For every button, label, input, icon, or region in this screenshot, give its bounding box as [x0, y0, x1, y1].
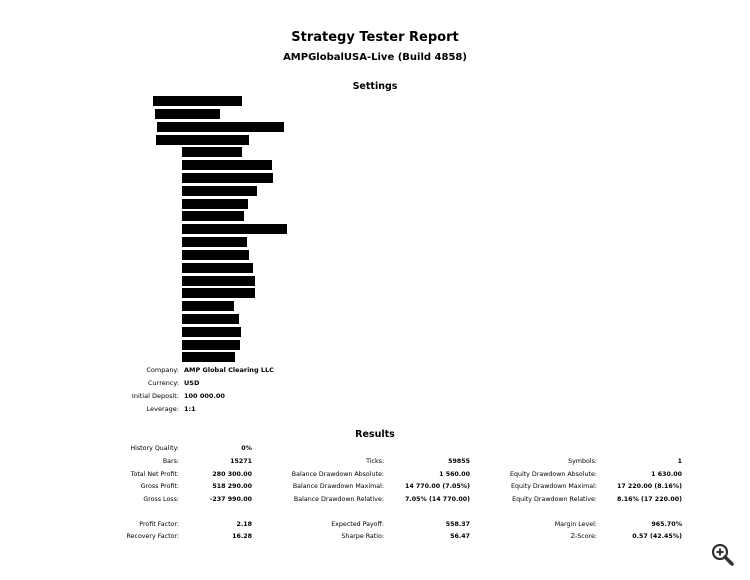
redaction-bar — [182, 276, 255, 286]
redaction-bar — [157, 122, 284, 132]
history-quality-value: 0% — [241, 445, 252, 452]
total-net-profit-label: Total Net Profit: — [130, 471, 179, 478]
sharpe-ratio-value: 56.47 — [450, 533, 470, 540]
redaction-bar — [182, 352, 235, 362]
report-title: Strategy Tester Report — [291, 30, 459, 45]
equity-drawdown-relative-label: Equity Drawdown Relative: — [512, 496, 597, 503]
equity-drawdown-relative-value: 8.16% (17 220.00) — [616, 496, 682, 503]
redaction-bar — [182, 186, 257, 196]
balance-drawdown-absolute-value: 1 560.00 — [439, 471, 470, 478]
expected-payoff-value: 558.37 — [445, 521, 470, 528]
redaction-bar — [182, 340, 240, 350]
results-heading: Results — [355, 429, 395, 440]
redaction-bar — [182, 250, 249, 260]
leverage-label: Leverage: — [146, 405, 179, 413]
redaction-bar — [182, 147, 242, 157]
redaction-bar — [182, 224, 287, 234]
redaction-bar — [182, 301, 234, 311]
redaction-bar — [182, 173, 273, 183]
recovery-factor-label: Recovery Factor: — [126, 533, 179, 540]
redaction-bar — [155, 109, 220, 119]
gross-loss-value: -237 990.00 — [209, 496, 252, 503]
total-net-profit-value: 280 300.00 — [212, 471, 252, 478]
symbols-value: 1 — [677, 458, 682, 465]
leverage-value: 1:1 — [184, 405, 196, 413]
redaction-bar — [182, 199, 248, 209]
equity-drawdown-maximal-label: Equity Drawdown Maximal: — [511, 483, 597, 490]
history-quality-label: History Quality: — [130, 445, 179, 452]
equity-drawdown-absolute-label: Equity Drawdown Absolute: — [510, 471, 597, 478]
profit-factor-value: 2.18 — [236, 521, 252, 528]
margin-level-value: 965.70% — [651, 521, 682, 528]
report-server-build: AMPGlobalUSA-Live (Build 4858) — [283, 52, 467, 63]
redaction-bar — [182, 327, 241, 337]
redaction-bar — [182, 263, 253, 273]
redaction-bar — [156, 135, 249, 145]
equity-drawdown-maximal-value: 17 220.00 (8.16%) — [616, 483, 682, 490]
ticks-label: Ticks: — [366, 458, 384, 465]
currency-value: USD — [184, 379, 200, 387]
redaction-bar — [153, 96, 242, 106]
symbols-label: Symbols: — [568, 458, 597, 465]
balance-drawdown-absolute-label: Balance Drawdown Absolute: — [291, 471, 384, 478]
margin-level-label: Margin Level: — [554, 521, 597, 528]
expected-payoff-label: Expected Payoff: — [331, 521, 384, 528]
settings-heading: Settings — [352, 81, 398, 92]
zoom-in-icon[interactable] — [708, 540, 738, 570]
ticks-value: 59855 — [448, 458, 470, 465]
bars-value: 15271 — [230, 458, 252, 465]
balance-drawdown-maximal-label: Balance Drawdown Maximal: — [292, 483, 384, 490]
redaction-bar — [182, 237, 247, 247]
gross-profit-value: 518 290.00 — [212, 483, 252, 490]
redaction-bar — [182, 314, 239, 324]
redaction-bar — [182, 160, 272, 170]
gross-profit-label: Gross Profit: — [140, 483, 179, 490]
profit-factor-label: Profit Factor: — [139, 521, 179, 528]
redaction-bar — [182, 211, 244, 221]
z-score-label: Z-Score: — [570, 533, 597, 540]
balance-drawdown-relative-value: 7.05% (14 770.00) — [404, 496, 470, 503]
currency-label: Currency: — [147, 379, 179, 387]
z-score-value: 0.57 (42.45%) — [632, 533, 682, 540]
equity-drawdown-absolute-value: 1 630.00 — [651, 471, 682, 478]
balance-drawdown-maximal-value: 14 770.00 (7.05%) — [404, 483, 470, 490]
company-label: Company: — [146, 366, 179, 374]
company-value: AMP Global Clearing LLC — [184, 366, 274, 374]
gross-loss-label: Gross Loss: — [143, 496, 179, 503]
balance-drawdown-relative-label: Balance Drawdown Relative: — [293, 496, 384, 503]
sharpe-ratio-label: Sharpe Ratio: — [341, 533, 384, 540]
recovery-factor-value: 16.28 — [232, 533, 252, 540]
initial-deposit-value: 100 000.00 — [184, 392, 225, 400]
redaction-bar — [182, 288, 255, 298]
bars-label: Bars: — [162, 458, 179, 465]
initial-deposit-label: Initial Deposit: — [131, 392, 179, 400]
